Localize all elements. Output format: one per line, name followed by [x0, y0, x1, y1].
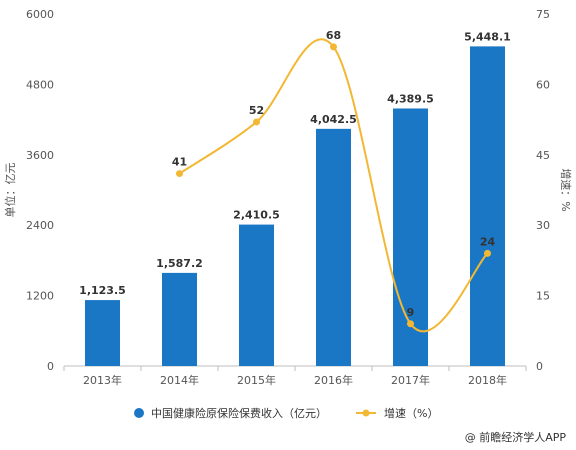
- right-axis-title: 增速：%: [559, 168, 573, 211]
- left-axis-tick-label: 2400: [26, 219, 54, 232]
- x-axis-tick-label: 2015年: [237, 373, 276, 387]
- legend-bar-marker: [134, 408, 144, 418]
- x-axis-tick-label: 2017年: [391, 373, 430, 387]
- left-axis-ticks: 0 1200 2400 3600 4800 6000: [26, 8, 54, 373]
- growth-label: 68: [326, 29, 341, 42]
- revenue-bar-label: 2,410.5: [233, 209, 280, 222]
- legend-line-dot: [362, 409, 370, 417]
- revenue-bar-labels: 1,123.5 1,587.2 2,410.5 4,042.5 4,389.5 5,448…: [79, 30, 511, 297]
- growth-point: [484, 249, 491, 257]
- revenue-bar-label: 5,448.1: [464, 30, 511, 43]
- growth-point: [253, 118, 260, 126]
- left-axis-tick-label: 1200: [26, 290, 54, 303]
- growth-label: 41: [172, 156, 187, 169]
- revenue-bar-label: 1,123.5: [79, 284, 126, 297]
- revenue-bar-label: 1,587.2: [156, 257, 203, 270]
- growth-label: 24: [480, 235, 496, 248]
- left-axis-tick-label: 4800: [26, 78, 54, 91]
- growth-line: [178, 38, 489, 333]
- revenue-bars: [85, 46, 505, 366]
- right-axis-tick-label: 30: [536, 219, 550, 232]
- growth-label: 52: [249, 104, 264, 117]
- right-axis-tick-label: 0: [536, 360, 543, 373]
- revenue-bar-label: 4,389.5: [387, 92, 434, 105]
- revenue-bar: [316, 128, 351, 366]
- revenue-bar-label: 4,042.5: [310, 113, 357, 126]
- right-axis-tick-label: 15: [536, 290, 550, 303]
- legend-line-label: 增速（%）: [384, 406, 438, 420]
- x-axis-tick-label: 2016年: [314, 373, 353, 387]
- revenue-bar: [85, 300, 120, 366]
- revenue-bar: [239, 224, 274, 366]
- left-axis-tick-label: 6000: [26, 8, 54, 21]
- left-axis-title: 单位：亿元: [3, 163, 17, 218]
- x-axis-tick-label: 2013年: [83, 373, 122, 387]
- right-axis-ticks: 0 15 30 45 60 75: [536, 8, 550, 373]
- revenue-bar: [162, 272, 197, 366]
- source-credit: @ 前瞻经济学人APP: [465, 430, 567, 444]
- growth-point: [176, 170, 183, 178]
- x-axis-tick-label: 2018年: [468, 373, 507, 387]
- left-axis-tick-label: 0: [47, 360, 54, 373]
- legend: 中国健康险原保险保费收入（亿元） 增速（%）: [134, 406, 438, 420]
- right-axis-tick-label: 45: [536, 149, 550, 162]
- x-axis-ticks: 2013年 2014年 2015年 2016年 2017年 2018年: [63, 366, 527, 387]
- growth-point: [407, 320, 414, 328]
- growth-point: [330, 43, 337, 51]
- growth-labels: 41 52 68 9 24: [172, 29, 496, 319]
- right-axis-tick-label: 60: [536, 78, 550, 91]
- revenue-bar: [470, 46, 505, 366]
- legend-bar-label: 中国健康险原保险保费收入（亿元）: [151, 406, 327, 420]
- revenue-bar: [393, 108, 428, 366]
- right-axis-tick-label: 75: [536, 8, 550, 21]
- left-axis-tick-label: 3600: [26, 149, 54, 162]
- x-axis-tick-label: 2014年: [160, 373, 199, 387]
- growth-points: [176, 43, 491, 328]
- growth-label: 9: [407, 306, 415, 319]
